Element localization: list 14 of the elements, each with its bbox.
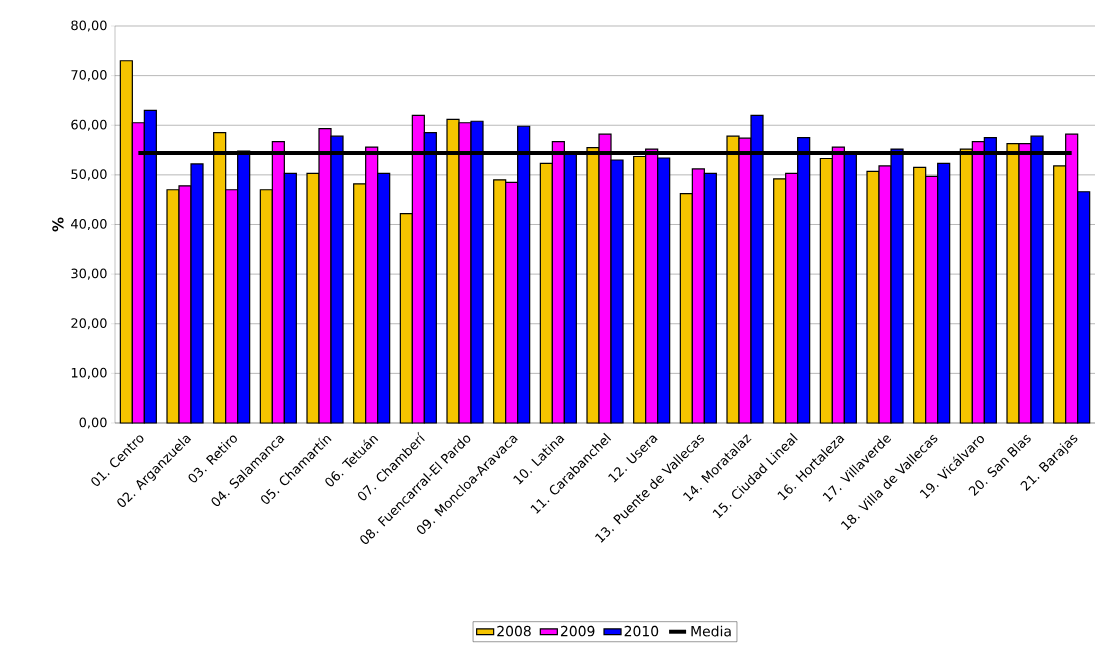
y-tick-label: 20,00 — [71, 318, 107, 330]
legend-label: 2010 — [624, 625, 659, 637]
legend-label: 2008 — [497, 625, 531, 637]
y-tick-label: 10,00 — [71, 367, 107, 379]
legend-label: Media — [691, 625, 731, 637]
y-tick-label: 80,00 — [71, 20, 107, 32]
y-tick-label: 50,00 — [71, 169, 107, 181]
y-axis-title: % — [52, 217, 64, 232]
y-tick-label: 40,00 — [71, 218, 107, 231]
y-tick-label: 70,00 — [71, 70, 107, 82]
y-tick-label: 60,00 — [71, 119, 107, 131]
y-tick-label: 0,00 — [79, 417, 107, 429]
y-tick-label: 30,00 — [71, 268, 107, 280]
legend-label: 2009 — [560, 625, 595, 637]
